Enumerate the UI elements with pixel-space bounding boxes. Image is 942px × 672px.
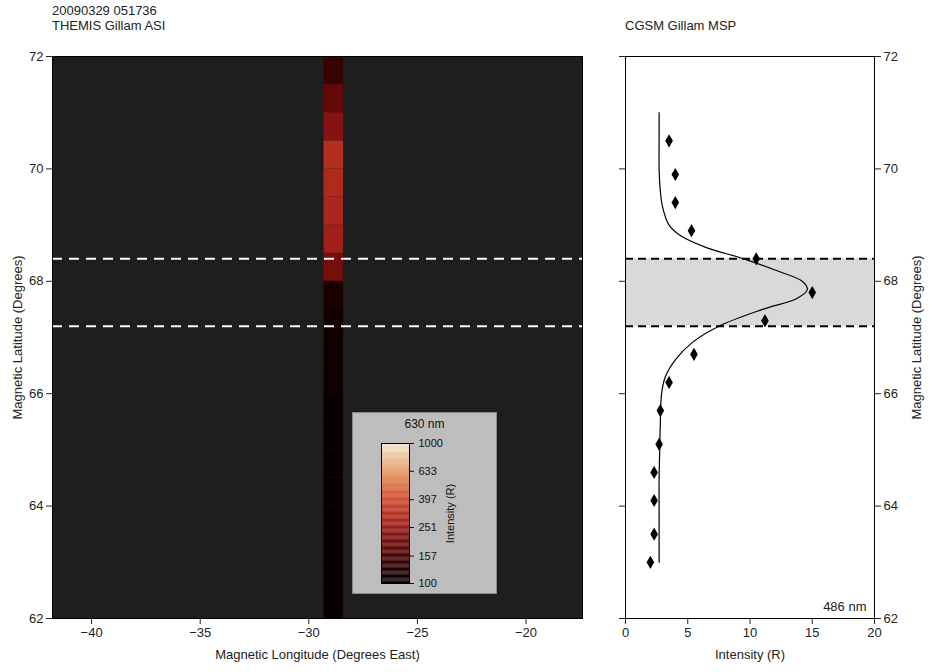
svg-text:5: 5 [684,625,691,640]
svg-text:0: 0 [622,625,629,640]
svg-text:−30: −30 [298,625,320,640]
svg-text:397: 397 [419,493,437,505]
svg-text:Intensity (R): Intensity (R) [444,484,456,543]
html-text:CGSM Gillam MSP: CGSM Gillam MSP [625,18,737,33]
svg-text:Intensity (R): Intensity (R) [715,647,785,662]
svg-text:66: 66 [29,386,43,401]
svg-text:157: 157 [419,550,437,562]
svg-text:66: 66 [884,386,898,401]
svg-text:Magnetic Longitude (Degrees Ea: Magnetic Longitude (Degrees East) [215,647,420,662]
html-text:630 nm: 630 nm [404,417,445,431]
svg-text:−35: −35 [189,625,211,640]
svg-text:15: 15 [805,625,819,640]
svg-text:Magnetic Latitude (Degrees): Magnetic Latitude (Degrees) [10,255,25,419]
svg-text:70: 70 [29,161,43,176]
svg-text:68: 68 [29,273,43,288]
svg-text:20: 20 [867,625,881,640]
html-text:20090329 051736: 20090329 051736 [52,3,157,18]
svg-text:72: 72 [29,49,43,64]
svg-text:62: 62 [884,611,898,626]
svg-text:72: 72 [884,49,898,64]
html-text:THEMIS Gillam ASI: THEMIS Gillam ASI [52,18,166,33]
svg-text:70: 70 [884,161,898,176]
svg-text:10: 10 [743,625,757,640]
svg-text:251: 251 [419,521,437,533]
svg-text:100: 100 [419,577,437,589]
svg-text:633: 633 [419,465,437,477]
svg-text:62: 62 [29,611,43,626]
svg-text:486 nm: 486 nm [823,599,866,614]
svg-text:64: 64 [29,498,43,513]
svg-text:1000: 1000 [419,437,443,449]
svg-text:64: 64 [884,498,898,513]
svg-text:Magnetic Latitude (Degrees): Magnetic Latitude (Degrees) [909,255,924,419]
svg-text:−40: −40 [81,625,103,640]
svg-text:−20: −20 [515,625,537,640]
svg-text:−25: −25 [406,625,428,640]
svg-text:68: 68 [884,273,898,288]
